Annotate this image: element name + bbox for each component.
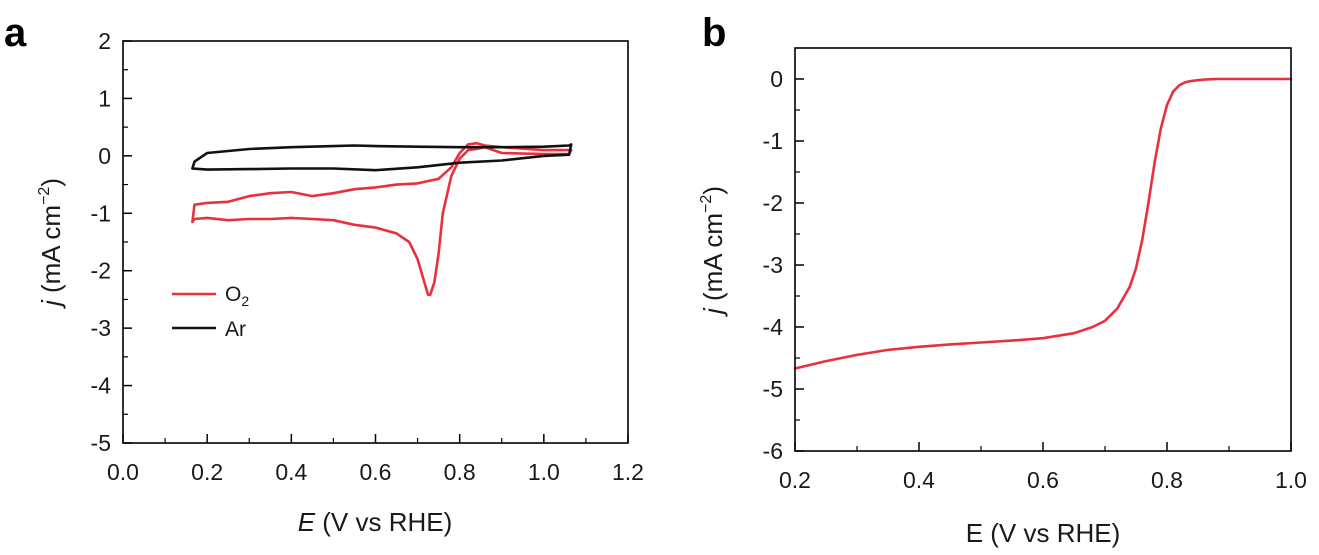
panel-a-y-title-close: ) (36, 178, 66, 187)
panel-a-legend: O2 Ar (172, 283, 249, 341)
panel-b-y-tick-label: -6 (763, 438, 783, 464)
panel-b-y-title-italic: j (698, 307, 728, 317)
panel-a-plot-frame (122, 40, 629, 444)
legend-label-ar: Ar (225, 318, 246, 341)
panel-a-x-tick-label: 0.4 (275, 459, 307, 485)
panel-a-y-tick-label: -5 (91, 430, 111, 456)
panel-a-y-axis-title: j (mA cm−2) (36, 178, 66, 309)
panel-b-x-tick-label: 0.8 (1151, 467, 1183, 493)
panel-a-letter: a (4, 11, 27, 55)
panel-a-y-tick-label: -1 (91, 200, 111, 226)
panel-a-x-axis-title: E (V vs RHE) (298, 507, 453, 537)
panel-a-x-tick-label: 0.8 (444, 459, 476, 485)
panel-a-y-title-rest: (mA cm (36, 205, 66, 300)
panel-a-x-tick-label: 1.2 (612, 459, 644, 485)
panel-a-y-tick-label: 1 (98, 85, 111, 111)
panel-a-ticks: 0.0 0.2 0.4 0.6 0.8 1.0 1.2 -5 -4 -3 -2 -1 0 1 2 (91, 28, 644, 485)
panel-a-x-tick-label: 0.2 (191, 459, 223, 485)
panel-b-y-tick-label: -2 (763, 190, 783, 216)
panel-a-y-tick-label: -3 (91, 315, 111, 341)
panel-b-x-tick-label: 0.2 (779, 467, 811, 493)
panel-a-y-tick-label: -4 (91, 373, 112, 399)
panel-b-y-title-rest: (mA cm (698, 213, 728, 308)
panel-a-x-tick-label: 0.0 (107, 459, 139, 485)
panel-a-series-ar (191, 143, 573, 172)
panel-b-x-tick-label: 1.0 (1275, 467, 1307, 493)
panel-b-plot-frame (794, 47, 1292, 452)
panel-a-x-tick-label: 0.6 (360, 459, 392, 485)
panel-a-y-tick-label: -2 (91, 258, 111, 284)
panel-b-y-title-close: ) (698, 186, 728, 195)
panel-a-y-title-sup: −2 (36, 187, 53, 205)
panel-b-x-axis-title: E (V vs RHE) (966, 518, 1121, 548)
panel-b-letter: b (702, 11, 726, 55)
panel-a-y-tick-label: 0 (98, 143, 111, 169)
panel-b-y-title-sup: −2 (698, 195, 715, 213)
panel-b: b 0.2 0.4 0.6 0.8 1.0 -6 -5 -4 -3 -2 -1 0 E (V vs R… (698, 11, 1307, 548)
panel-b-y-tick-label: -5 (763, 376, 783, 402)
panel-b-x-tick-label: 0.6 (1027, 467, 1059, 493)
panel-b-y-tick-label: -4 (763, 314, 784, 340)
panel-b-y-tick-label: -3 (763, 252, 783, 278)
panel-a-x-title-italic: E (298, 507, 316, 537)
legend-o2-sub: 2 (241, 293, 249, 309)
legend-label-o2: O2 (225, 283, 249, 309)
panel-b-x-title-rest: E (V vs RHE) (966, 518, 1121, 548)
panel-a: a 0.0 0.2 0.4 0.6 0.8 1.0 1.2 -5 -4 -3 -2 -1 0 1 2 O2 … (4, 11, 644, 537)
panel-a-series-o2 (191, 141, 573, 297)
panel-b-x-tick-label: 0.4 (903, 467, 935, 493)
panel-b-y-tick-label: -1 (763, 128, 783, 154)
panel-a-curves (191, 141, 573, 297)
panel-b-ticks: 0.2 0.4 0.6 0.8 1.0 -6 -5 -4 -3 -2 -1 0 (763, 66, 1307, 493)
panel-a-y-tick-label: 2 (98, 28, 111, 54)
panel-b-series-curve (793, 77, 1293, 370)
panel-a-x-title-rest: (V vs RHE) (315, 507, 452, 537)
panel-a-x-tick-label: 1.0 (528, 459, 560, 485)
panel-b-y-tick-label: 0 (770, 66, 783, 92)
panel-a-y-title-italic: j (36, 299, 66, 309)
panel-b-curves (793, 77, 1293, 370)
panel-b-y-axis-title: j (mA cm−2) (698, 186, 728, 317)
legend-o2-main: O (225, 283, 241, 306)
